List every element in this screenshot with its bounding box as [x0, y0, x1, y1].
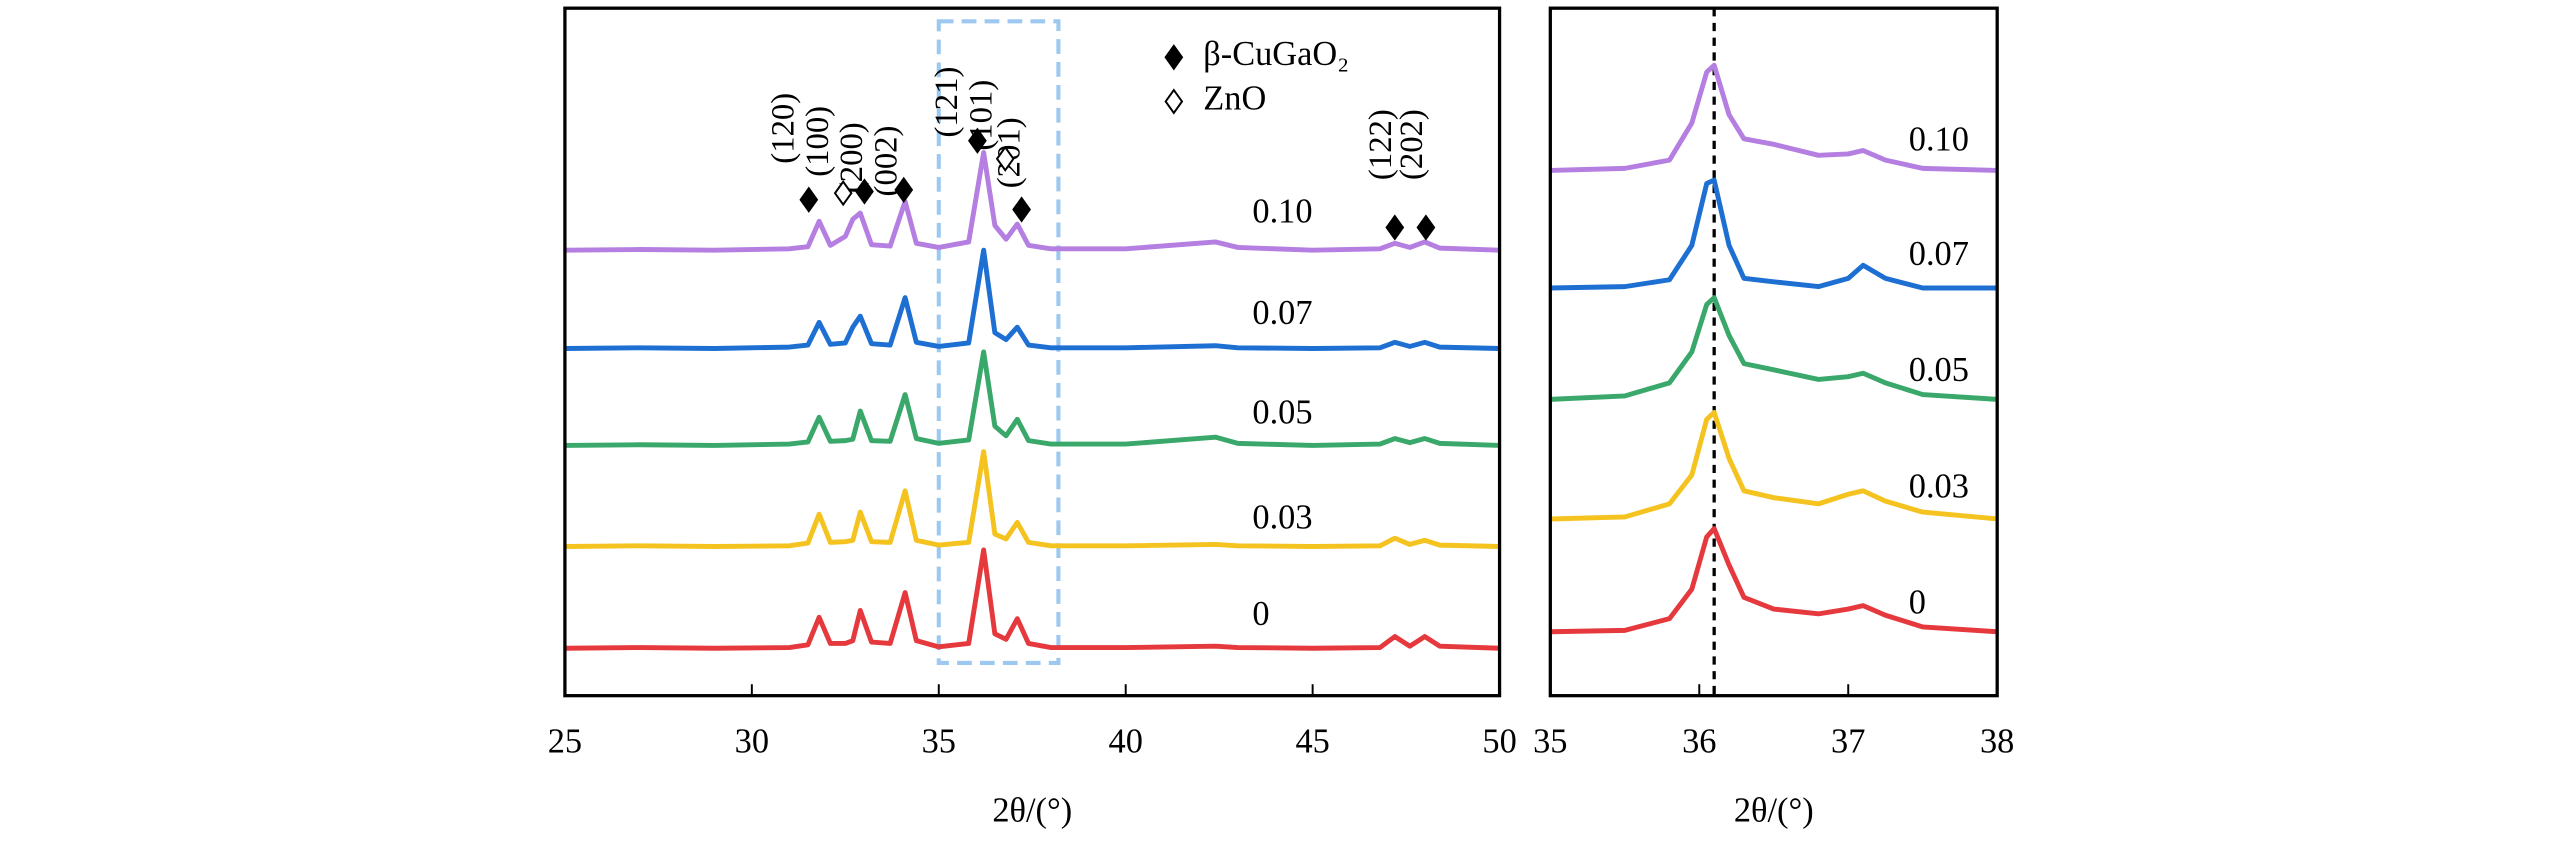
diamond-filled: [1164, 44, 1184, 71]
diamond-filled: [1012, 196, 1031, 223]
x-tick-label: 40: [1109, 723, 1143, 761]
diamond-filled: [1385, 214, 1405, 241]
x-axis-label: 2θ/(°): [1734, 791, 1814, 829]
legend-label: ZnO: [1203, 79, 1266, 117]
series-label: 0.10: [1909, 120, 1969, 158]
x-tick-label: 50: [1482, 723, 1516, 761]
x-tick-label: 35: [1533, 723, 1567, 761]
series-line: [564, 150, 1500, 253]
x-tick-label: 35: [922, 723, 956, 761]
x-tick-label: 25: [548, 723, 582, 761]
series-label: 0.03: [1252, 498, 1312, 536]
highlight-box: [936, 19, 1061, 665]
series-line: [1550, 177, 1998, 291]
series-label: 0: [1909, 584, 1926, 622]
peak-label: (120): [765, 93, 801, 164]
diamond-hollow: [995, 145, 1015, 172]
diamond-filled: [799, 186, 819, 213]
series-line: [1550, 409, 1998, 522]
series-line: [564, 247, 1500, 351]
series-label: 0.07: [1909, 235, 1969, 273]
diamond-filled: [855, 178, 874, 205]
x-tick-label: 36: [1682, 723, 1716, 761]
series-label: 0.05: [1909, 351, 1969, 389]
peak-label: (202): [1394, 109, 1430, 180]
x-tick-label: 30: [735, 723, 769, 761]
peak-label: (122): [1363, 109, 1399, 180]
x-tick-label: 37: [1831, 723, 1865, 761]
diamond-filled: [968, 127, 987, 154]
series-label: 0: [1252, 595, 1269, 633]
peak-label: (100): [800, 106, 836, 177]
series-label: 0.03: [1909, 467, 1969, 505]
peak-label: (121): [929, 67, 965, 138]
diamond-filled: [894, 176, 914, 204]
x-axis-label: 2θ/(°): [992, 791, 1072, 829]
series-line: [1550, 526, 1998, 635]
series-line: [1550, 62, 1998, 173]
series-label: 0.10: [1252, 192, 1312, 230]
legend-label: β-CuGaO₂: [1203, 35, 1349, 73]
series-line: [564, 547, 1500, 651]
x-tick-label: 38: [1980, 723, 2014, 761]
series-line: [564, 449, 1500, 549]
diamond-hollow: [833, 180, 853, 207]
series-label: 0.07: [1252, 294, 1312, 332]
plot-frame: [563, 6, 1502, 698]
series-line: [564, 349, 1500, 448]
series-label: 0.05: [1252, 394, 1312, 432]
diamond-hollow: [1164, 88, 1184, 115]
series-line: [1550, 295, 1998, 402]
diamond-filled: [1416, 214, 1436, 241]
plot-frame: [1548, 6, 1999, 698]
x-tick-label: 45: [1295, 723, 1329, 761]
